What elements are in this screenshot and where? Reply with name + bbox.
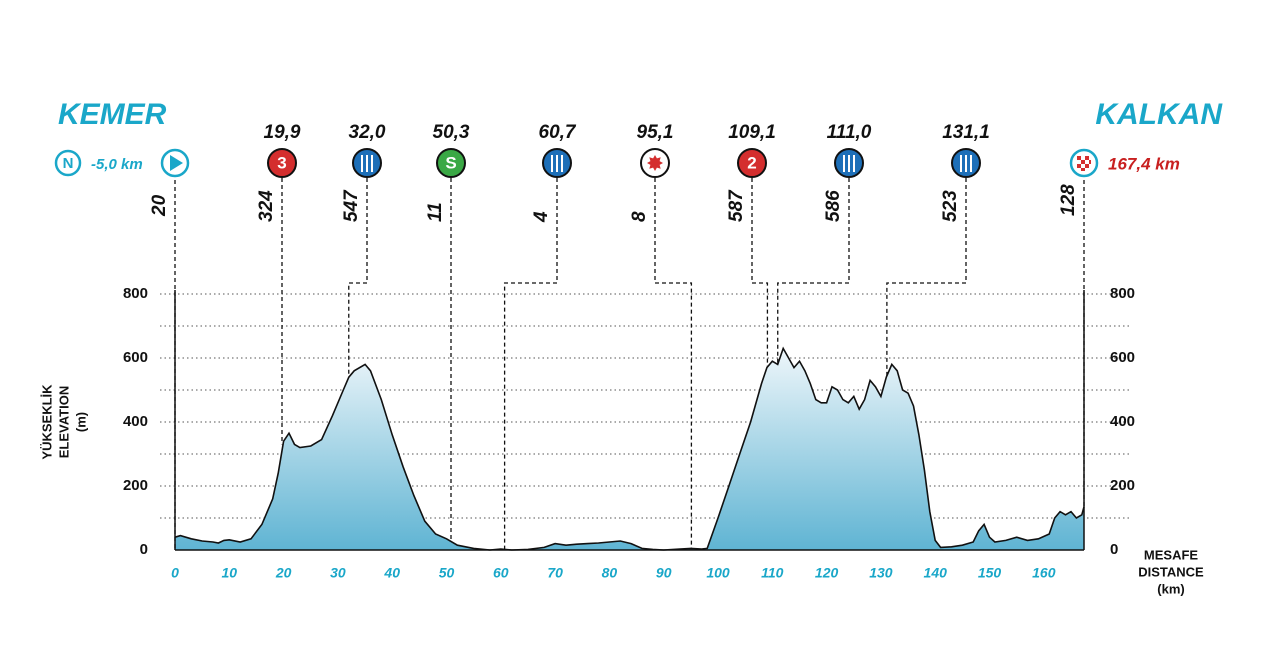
x-tick-label: 50 (439, 565, 455, 581)
waypoint-km: 95,1 (637, 122, 674, 143)
start-distance: -5,0 km (91, 156, 143, 173)
y2-tick-label: 800 (1110, 285, 1135, 302)
y2-tick-label: 200 (1110, 477, 1135, 494)
waypoint-icon (737, 148, 767, 178)
waypoint-icon (436, 148, 466, 178)
waypoint-elevation: 324 (256, 190, 277, 222)
waypoint-elevation: 8 (629, 211, 650, 222)
waypoint-elevation: 586 (823, 190, 844, 222)
x-tick-label: 60 (493, 565, 509, 581)
x-tick-label: 20 (275, 565, 292, 581)
y2-tick-label: 600 (1110, 349, 1135, 366)
finish-distance: 167,4 km (1108, 154, 1180, 173)
y-axis-label: ELEVATION (56, 386, 71, 458)
checkered-flag (1077, 156, 1091, 171)
waypoint-km: 60,7 (539, 122, 577, 143)
waypoint-connector (348, 178, 368, 378)
waypoint-connector (886, 178, 967, 376)
finish-name: KALKAN (1095, 98, 1223, 131)
start-badge-circle (54, 149, 82, 177)
x-tick-label: 90 (656, 565, 672, 581)
play-icon (170, 155, 183, 171)
waypoint-icon (267, 148, 297, 178)
x-tick-label: 130 (869, 565, 893, 581)
waypoint-connector (503, 178, 558, 550)
y-tick-label: 200 (123, 477, 148, 494)
waypoint-km: 131,1 (942, 122, 990, 143)
waypoint-connector (751, 178, 769, 367)
x-axis-label: (km) (1157, 581, 1184, 596)
waypoint-elevation: 547 (341, 189, 362, 222)
waypoint-elevation: 587 (726, 189, 747, 222)
waypoint-km: 19,9 (264, 122, 301, 143)
waypoint-elevation: 11 (425, 202, 446, 222)
x-tick-label: 80 (602, 565, 618, 581)
start-name: KEMER (58, 98, 167, 131)
x-tick-label: 10 (222, 565, 238, 581)
y-tick-label: 800 (123, 285, 148, 302)
waypoint-km: 50,3 (433, 122, 470, 143)
waypoint-badge: 2 (747, 153, 756, 172)
elevation-line (174, 346, 1085, 551)
x-tick-label: 70 (547, 565, 563, 581)
x-tick-label: 160 (1032, 565, 1056, 581)
waypoint-elevation: 523 (940, 190, 961, 222)
finish-elevation: 128 (1058, 184, 1079, 216)
y-axis-label: (m) (73, 412, 88, 432)
y-tick-label: 0 (140, 541, 148, 558)
waypoint-km: 111,0 (827, 122, 872, 143)
x-axis-label: DISTANCE (1138, 564, 1204, 579)
waypoint-connector (777, 178, 850, 365)
y-tick-label: 600 (123, 349, 148, 366)
waypoint-km: 109,1 (728, 122, 776, 143)
waypoint-badge: S (445, 153, 456, 172)
x-tick-label: 30 (330, 565, 346, 581)
x-tick-label: 0 (171, 565, 179, 581)
star-icon (647, 155, 663, 171)
x-tick-label: 150 (978, 565, 1002, 581)
start-elevation: 20 (149, 194, 170, 217)
x-tick-label: 110 (761, 565, 784, 581)
y-axis-label: YÜKSEKLİK (39, 384, 54, 460)
x-tick-label: 100 (706, 565, 730, 581)
y-tick-label: 400 (123, 413, 148, 430)
y2-tick-label: 400 (1110, 413, 1135, 430)
elevation-area (175, 348, 1084, 550)
waypoint-km: 32,0 (349, 122, 386, 143)
x-axis-label: MESAFE (1144, 547, 1199, 562)
x-tick-label: 120 (815, 565, 839, 581)
x-tick-label: 140 (924, 565, 948, 581)
waypoint-badge: 3 (277, 153, 286, 172)
waypoint-elevation: 4 (531, 211, 552, 223)
x-tick-label: 40 (383, 565, 400, 581)
waypoint-connector (654, 178, 693, 549)
y2-tick-label: 0 (1110, 541, 1118, 558)
start-badge: N (63, 155, 74, 172)
